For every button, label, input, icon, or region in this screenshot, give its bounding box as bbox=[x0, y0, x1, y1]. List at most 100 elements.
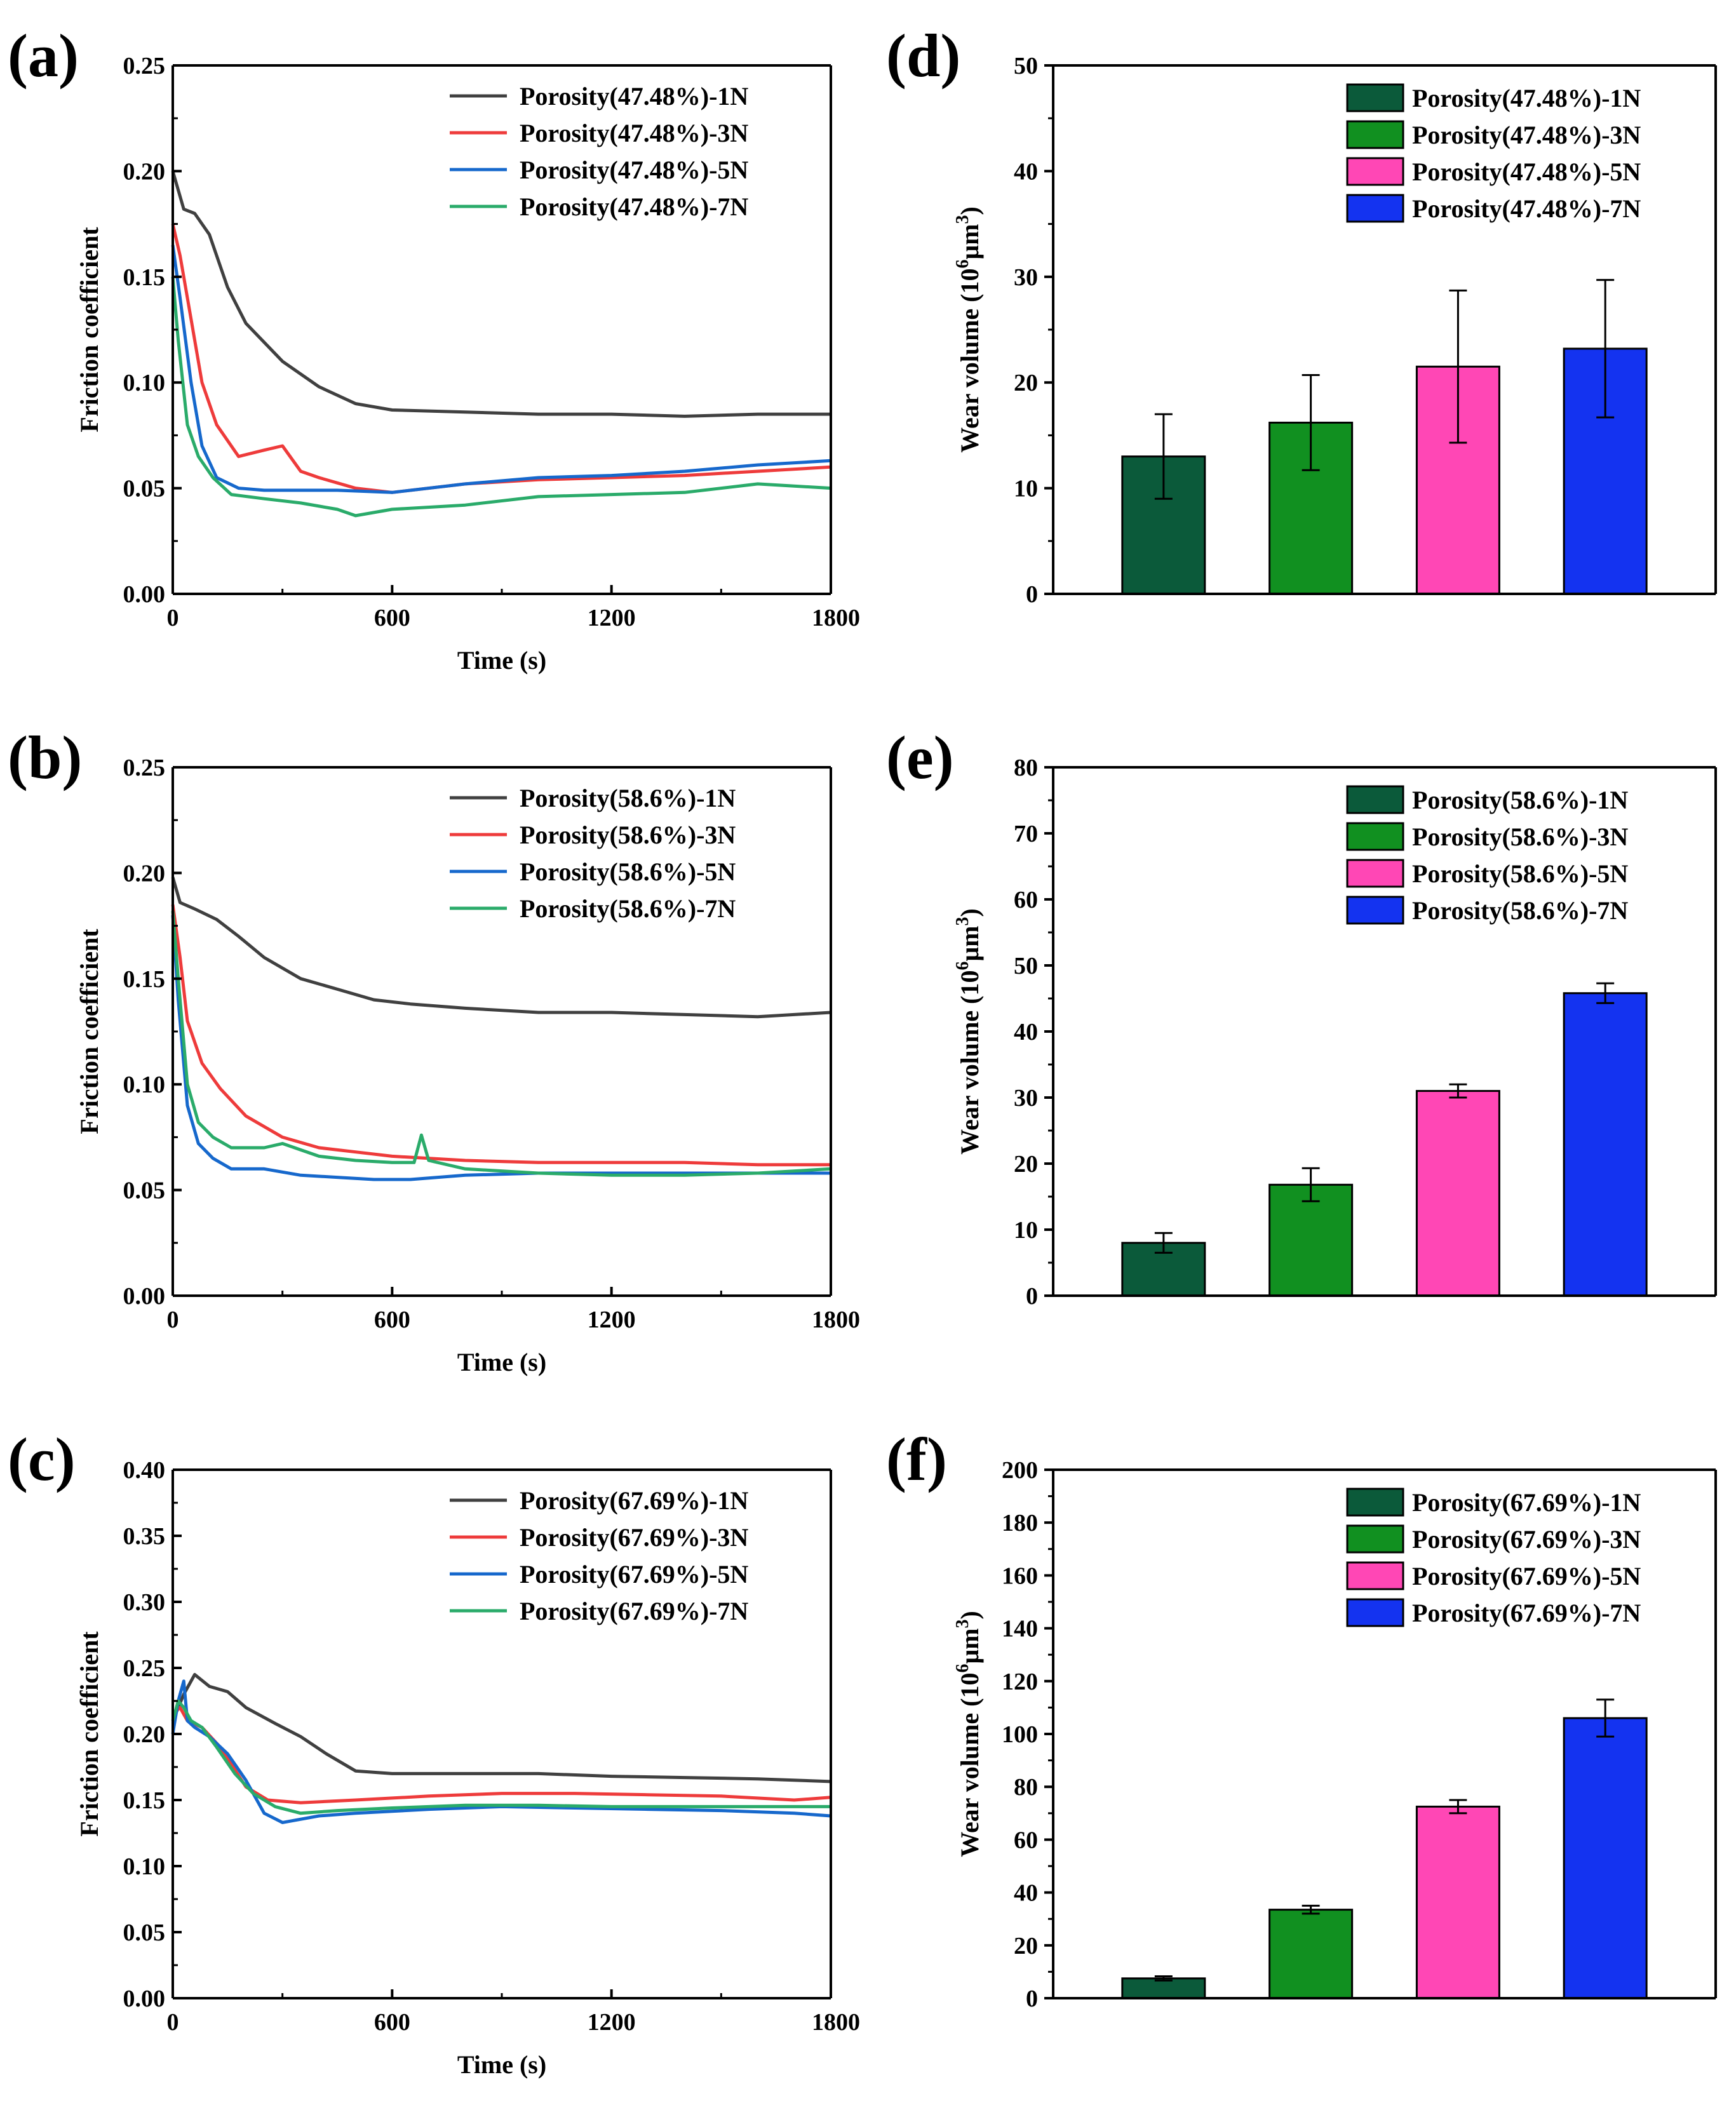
y-tick-label: 60 bbox=[1014, 887, 1038, 913]
legend-label: Porosity(67.69%)-7N bbox=[1412, 1599, 1641, 1627]
legend-swatch bbox=[1346, 1561, 1404, 1590]
legend-label: Porosity(47.48%)-3N bbox=[520, 119, 748, 147]
legend-swatch bbox=[1346, 120, 1404, 149]
y-tick-label: 40 bbox=[1014, 1880, 1038, 1907]
x-tick-label: 0 bbox=[167, 605, 179, 631]
y-tick-label: 0.40 bbox=[123, 1457, 166, 1484]
y-tick-label: 0.05 bbox=[123, 1919, 166, 1946]
series-line-4 bbox=[171, 911, 831, 1177]
x-tick-label: 600 bbox=[374, 1307, 410, 1333]
legend-label: Porosity(67.69%)-5N bbox=[1412, 1562, 1641, 1590]
x-tick-label: 1800 bbox=[812, 1307, 860, 1333]
y-tick-label: 30 bbox=[1014, 264, 1038, 291]
panel-label: (b) bbox=[8, 723, 82, 791]
panel-label: (d) bbox=[886, 22, 960, 90]
series-line-3 bbox=[171, 245, 831, 494]
y-axis-label: Wear volume (106μm3) bbox=[953, 206, 984, 453]
y-tick-label: 0 bbox=[1026, 1283, 1038, 1310]
y-axis-label-superscript: 3 bbox=[953, 215, 972, 224]
legend-label: Porosity(58.6%)-7N bbox=[520, 894, 736, 923]
y-tick-label: 0.10 bbox=[123, 1853, 166, 1880]
legend-label: Porosity(58.6%)-5N bbox=[1412, 859, 1628, 888]
legend-label: Porosity(47.48%)-7N bbox=[1412, 194, 1641, 223]
y-tick-label: 0.15 bbox=[123, 966, 166, 993]
y-axis-label-superscript: 6 bbox=[953, 961, 972, 970]
x-axis-label: Time (s) bbox=[457, 2050, 546, 2079]
y-tick-label: 0.05 bbox=[123, 1178, 166, 1204]
y-axis-label-superscript: 6 bbox=[953, 259, 972, 268]
legend-label: Porosity(58.6%)-3N bbox=[1412, 823, 1628, 851]
y-tick-label: 0.35 bbox=[123, 1523, 166, 1550]
y-tick-label: 20 bbox=[1014, 1151, 1038, 1178]
y-tick-label: 40 bbox=[1014, 158, 1038, 185]
chart-panel-e: (e) 0 10 20 30 40 50 60 70 80 Wear volume (106μm3)… bbox=[886, 723, 1717, 1310]
legend-swatch bbox=[1346, 896, 1404, 925]
legend-swatch bbox=[1346, 194, 1404, 223]
y-axis-label-part: ) bbox=[955, 1611, 984, 1619]
y-tick-label: 160 bbox=[1002, 1562, 1038, 1589]
y-axis-label-part: Wear volume (10 bbox=[955, 1672, 984, 1857]
y-tick-label: 80 bbox=[1014, 1774, 1038, 1801]
chart-panel-a: (a) 0.00 0.05 0.10 0.15 0.20 0.25 0 600 1200 1800 T… bbox=[8, 22, 860, 675]
series-line-3 bbox=[171, 1679, 831, 1824]
x-tick-label: 1200 bbox=[588, 2009, 636, 2036]
x-tick-label: 0 bbox=[167, 1307, 179, 1333]
chart-panel-f: (f) 0 20 40 60 80 100 120 140 160 180 200 Wear volum… bbox=[886, 1425, 1717, 2012]
y-tick-label: 0.30 bbox=[123, 1589, 166, 1616]
legend-label: Porosity(58.6%)-3N bbox=[520, 821, 736, 849]
y-tick-label: 80 bbox=[1014, 755, 1038, 781]
legend-swatch bbox=[1346, 785, 1404, 814]
y-axis-label-part: Wear volume (10 bbox=[955, 268, 984, 452]
legend-label: Porosity(58.6%)-1N bbox=[1412, 786, 1628, 814]
bar-2 bbox=[1268, 1909, 1354, 1999]
legend-swatch bbox=[1346, 83, 1404, 112]
chart-panel-b: (b) 0.00 0.05 0.10 0.15 0.20 0.25 0 600 1200 1800 T… bbox=[8, 723, 860, 1376]
y-tick-label: 10 bbox=[1014, 476, 1038, 502]
legend-label: Porosity(67.69%)-7N bbox=[520, 1597, 748, 1625]
series-line-4 bbox=[171, 276, 831, 518]
y-axis-label: Friction coefficient bbox=[75, 227, 104, 433]
y-tick-label: 140 bbox=[1002, 1616, 1038, 1643]
y-axis-label-superscript: 3 bbox=[953, 917, 972, 925]
y-axis-label: Wear volume (106μm3) bbox=[953, 1611, 984, 1857]
legend-label: Porosity(47.48%)-5N bbox=[1412, 158, 1641, 186]
y-tick-label: 10 bbox=[1014, 1217, 1038, 1244]
series-line-2 bbox=[171, 904, 831, 1167]
panel-label: (f) bbox=[886, 1425, 947, 1493]
panel-label: (c) bbox=[8, 1425, 76, 1493]
x-axis-label: Time (s) bbox=[457, 646, 546, 675]
y-tick-label: 0 bbox=[1026, 581, 1038, 608]
series-line-2 bbox=[171, 224, 831, 494]
legend-label: Porosity(67.69%)-5N bbox=[520, 1560, 748, 1589]
chart-panel-c: (c) 0.00 0.05 0.10 0.15 0.20 0.25 0.30 0.35 0.40 0… bbox=[8, 1425, 860, 2079]
y-tick-label: 20 bbox=[1014, 1933, 1038, 1959]
y-tick-label: 0.25 bbox=[123, 1655, 166, 1682]
x-tick-label: 1800 bbox=[812, 2009, 860, 2036]
y-tick-label: 50 bbox=[1014, 53, 1038, 79]
y-tick-label: 0.15 bbox=[123, 1787, 166, 1814]
legend-label: Porosity(58.6%)-7N bbox=[1412, 896, 1628, 925]
legend-label: Porosity(47.48%)-1N bbox=[1412, 84, 1641, 112]
bar-4 bbox=[1563, 992, 1648, 1297]
y-tick-label: 180 bbox=[1002, 1510, 1038, 1536]
bar-3 bbox=[1415, 1805, 1500, 1999]
y-axis-label-part: ) bbox=[955, 206, 984, 215]
y-axis-label-part: μm bbox=[955, 224, 984, 259]
y-tick-label: 0.00 bbox=[123, 1283, 166, 1310]
y-tick-label: 20 bbox=[1014, 370, 1038, 396]
panel-label: (a) bbox=[8, 22, 79, 90]
series-line-1 bbox=[171, 877, 831, 1019]
y-tick-label: 30 bbox=[1014, 1085, 1038, 1112]
legend-label: Porosity(47.48%)-7N bbox=[520, 192, 748, 221]
y-tick-label: 0.00 bbox=[123, 1985, 166, 2012]
x-tick-label: 0 bbox=[167, 2009, 179, 2036]
chart-panel-d: (d) 0 10 20 30 40 50 Wear volume (106μm3) Porosi… bbox=[886, 22, 1717, 608]
legend-label: Porosity(58.6%)-1N bbox=[520, 784, 736, 812]
legend-swatch bbox=[1346, 157, 1404, 186]
x-tick-label: 600 bbox=[374, 605, 410, 631]
x-tick-label: 600 bbox=[374, 2009, 410, 2036]
y-tick-label: 0.20 bbox=[123, 1721, 166, 1748]
series-line-4 bbox=[171, 1699, 831, 1815]
legend-swatch bbox=[1346, 1488, 1404, 1517]
y-tick-label: 0.10 bbox=[123, 1072, 166, 1098]
